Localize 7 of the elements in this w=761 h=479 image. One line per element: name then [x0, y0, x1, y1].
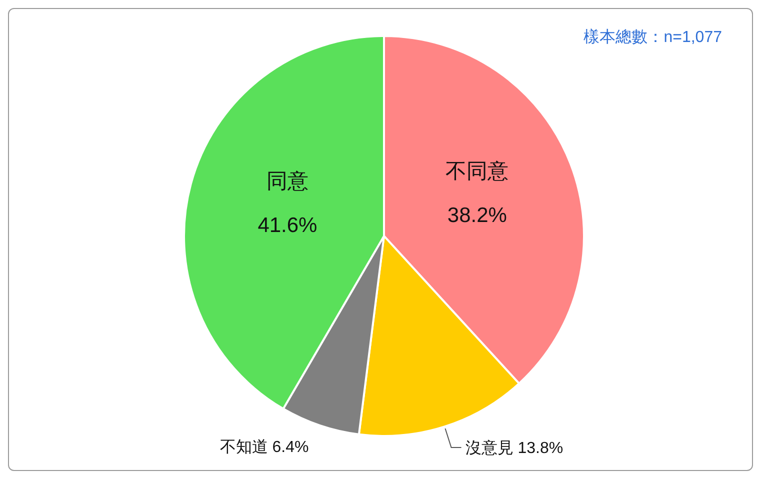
- slice-label: 同意: [266, 170, 308, 193]
- text: 樣本總數：n=1,077: [584, 28, 722, 48]
- slice-label: 不知道 6.4%: [220, 438, 309, 456]
- slice-label: 不同意: [446, 160, 509, 183]
- data-label: 38.2%: [447, 204, 507, 227]
- slice-label: 沒意見 13.8%: [465, 439, 564, 458]
- data-label: 41.6%: [258, 214, 318, 237]
